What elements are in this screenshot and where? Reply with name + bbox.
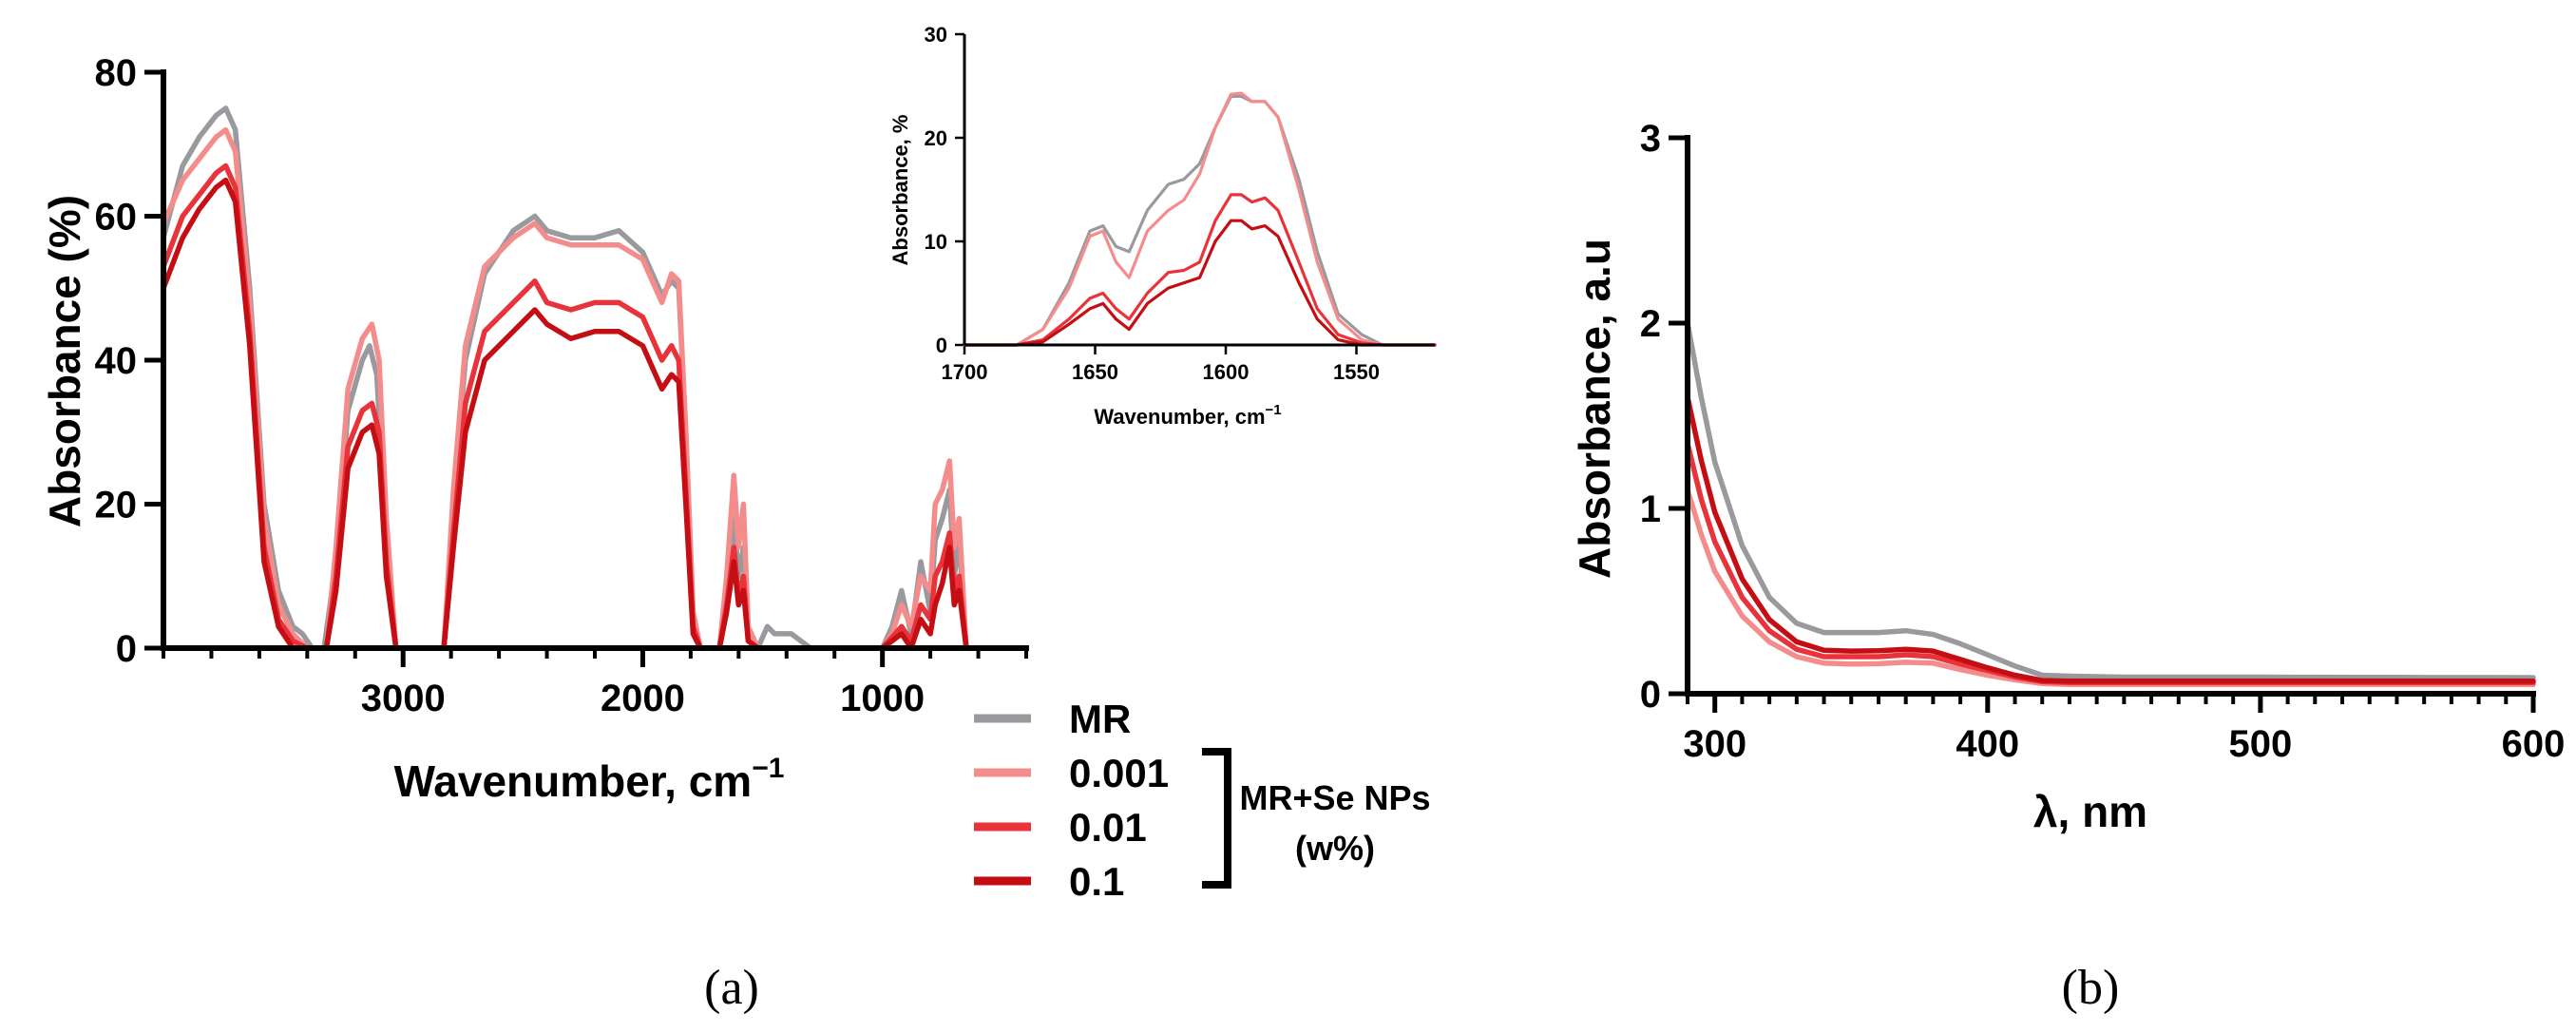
plot-b-xtick-label: 500	[2229, 723, 2293, 765]
plot-a-inset-xtick-label: 1600	[1203, 360, 1250, 384]
plot-a-inset-xtick-label: 1550	[1333, 360, 1380, 384]
legend-group-label-line2: (w%)	[1295, 829, 1375, 868]
legend-label-mr: MR	[1069, 697, 1131, 741]
plot-a-inset: 0 10 20 30 1700 1650 1600 1550 Absorbance, % W…	[888, 23, 1437, 429]
plot-a-main-ytick-label: 80	[95, 52, 138, 94]
plot-a-main-ytick-label: 40	[95, 340, 138, 382]
plot-b-xlabel: λ, nm	[2033, 787, 2147, 836]
plot-a-main-series-001	[161, 163, 969, 651]
plot-b-xtick-label: 600	[2502, 723, 2566, 765]
plot-a-main: 0 20 40 60 80 3000 2000 1000 Absorbance (%) Wa…	[40, 52, 1029, 806]
plot-a-main-series-01	[161, 177, 969, 651]
plot-a-main-series	[161, 105, 969, 651]
plot-a-main-series-0001	[161, 126, 969, 651]
legend-label-0001: 0.001	[1069, 751, 1169, 795]
plot-a-inset-ytick-label: 10	[925, 230, 947, 254]
plot-a-main-xlabel-main: Wavenumber, cm	[394, 756, 753, 806]
legend-label-001: 0.01	[1069, 805, 1147, 850]
plot-a-inset-series	[963, 91, 1437, 347]
plot-b-ytick-label: 0	[1640, 674, 1661, 716]
plot-a-inset-series-mr	[963, 94, 1437, 347]
plot-a-main-ytick-label: 60	[95, 197, 138, 239]
plot-a-inset-xtick-label: 1700	[942, 360, 988, 384]
plot-a-main-series-mr	[161, 105, 969, 651]
plot-a-main-x-ticks: 3000 2000 1000	[162, 648, 1028, 719]
legend: MR 0.001 0.01 0.1 MR+Se NPs (w%)	[974, 697, 1431, 904]
plot-a-inset-ytick-label: 20	[925, 126, 947, 150]
plot-a-inset-ytick-label: 0	[936, 334, 947, 357]
plot-a-main-xtick-label: 1000	[840, 678, 925, 719]
plot-a-main-ytick-label: 20	[95, 485, 138, 526]
plot-a-main-xtick-label: 2000	[601, 678, 685, 719]
plot-b-x-ticks: 300 400 500 600	[1683, 694, 2565, 765]
plot-b-y-ticks: 0 1 2 3	[1640, 118, 1688, 716]
plot-a-inset-y-ticks: 0 10 20 30	[925, 23, 964, 357]
panel-label-a: (a)	[704, 961, 759, 1015]
legend-group-bracket	[1202, 748, 1231, 889]
plot-a-inset-xlabel-sup: −1	[1266, 402, 1282, 418]
plot-a-inset-xtick-label: 1650	[1072, 360, 1118, 384]
plot-a-main-xtick-label: 3000	[361, 678, 446, 719]
plot-a-main-xlabel: Wavenumber, cm−1	[394, 753, 785, 806]
legend-label-01: 0.1	[1069, 859, 1124, 904]
panel-label-b: (b)	[2062, 961, 2120, 1015]
plot-a-inset-series-0001	[963, 91, 1437, 347]
plot-a-inset-series-01	[963, 219, 1437, 347]
plot-a-inset-ytick-label: 30	[925, 23, 947, 47]
plot-b-ytick-label: 3	[1640, 118, 1661, 160]
plot-a-inset-series-001	[963, 193, 1437, 347]
plot-a-main-xlabel-sup: −1	[752, 753, 784, 784]
plot-b-ytick-label: 1	[1640, 488, 1661, 530]
plot-a-inset-ylabel: Absorbance, %	[888, 115, 912, 266]
plot-a-main-ylabel: Absorbance (%)	[40, 195, 89, 527]
legend-group-label-line1: MR+Se NPs	[1239, 778, 1430, 817]
plot-b-ytick-label: 2	[1640, 303, 1661, 345]
plot-a-inset-xlabel: Wavenumber, cm−1	[1094, 402, 1281, 429]
plot-b-series-01	[1685, 394, 2536, 684]
plot-b-series-mr	[1685, 320, 2536, 680]
plot-b-series	[1685, 320, 2536, 688]
plot-b-ylabel: Absorbance, a.u	[1570, 239, 1619, 579]
plot-b: 0 1 2 3 300 400 500 600 Absorbance, a.u λ, nm	[1570, 118, 2565, 836]
plot-a-inset-x-ticks: 1700 1650 1600 1550	[942, 345, 1380, 384]
plot-a-inset-xlabel-main: Wavenumber, cm	[1094, 405, 1265, 429]
plot-b-xtick-label: 300	[1683, 723, 1746, 765]
plot-b-xtick-label: 400	[1956, 723, 2019, 765]
plot-a-main-y-ticks: 0 20 40 60 80	[95, 52, 163, 670]
plot-a-main-ytick-label: 0	[116, 628, 137, 670]
